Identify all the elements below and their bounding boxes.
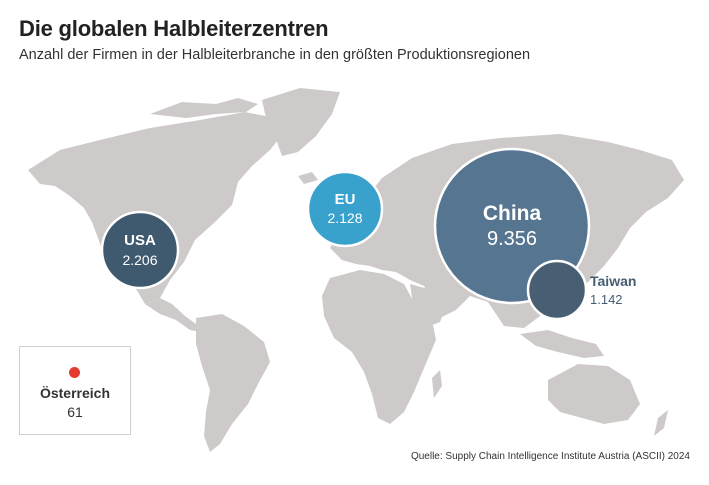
austria-value: 61 — [67, 404, 83, 420]
china-value: 9.356 — [487, 228, 537, 250]
australia — [548, 364, 640, 424]
source-note: Quelle: Supply Chain Intelligence Instit… — [410, 451, 690, 462]
iceland — [298, 172, 318, 184]
central-america — [145, 298, 200, 332]
greenland — [262, 88, 340, 156]
africa — [322, 270, 436, 424]
japan — [598, 214, 612, 246]
usa-value: 2.206 — [122, 252, 157, 268]
eu-value: 2.128 — [327, 210, 362, 226]
madagascar — [432, 370, 442, 398]
chart-subtitle: Anzahl der Firmen in der Halbleiterbranc… — [19, 47, 531, 63]
eu-bubble — [306, 170, 384, 248]
south-america — [196, 314, 270, 452]
austria-inset-box: Österreich 61 — [19, 346, 131, 435]
eu-label: EU — [335, 191, 356, 208]
taiwan-label: Taiwan — [590, 273, 636, 289]
chart-title: Die globalen Halbleiterzentren — [19, 16, 329, 41]
taiwan-bubble — [526, 259, 588, 321]
arctic-islands — [150, 98, 258, 118]
china-label: China — [483, 202, 542, 225]
taiwan-marker[interactable]: Taiwan 1.142 — [526, 259, 636, 321]
austria-label: Österreich — [39, 385, 111, 401]
austria-marker-dot — [69, 367, 80, 378]
usa-marker[interactable]: USA 2.206 — [100, 210, 180, 290]
north-america-landmass — [28, 112, 282, 304]
taiwan-value: 1.142 — [590, 292, 623, 307]
usa-bubble — [100, 210, 180, 290]
eu-marker[interactable]: EU 2.128 — [306, 170, 384, 248]
usa-label: USA — [124, 232, 156, 249]
new-zealand — [654, 410, 668, 436]
southeast-asia-islands — [520, 330, 604, 358]
